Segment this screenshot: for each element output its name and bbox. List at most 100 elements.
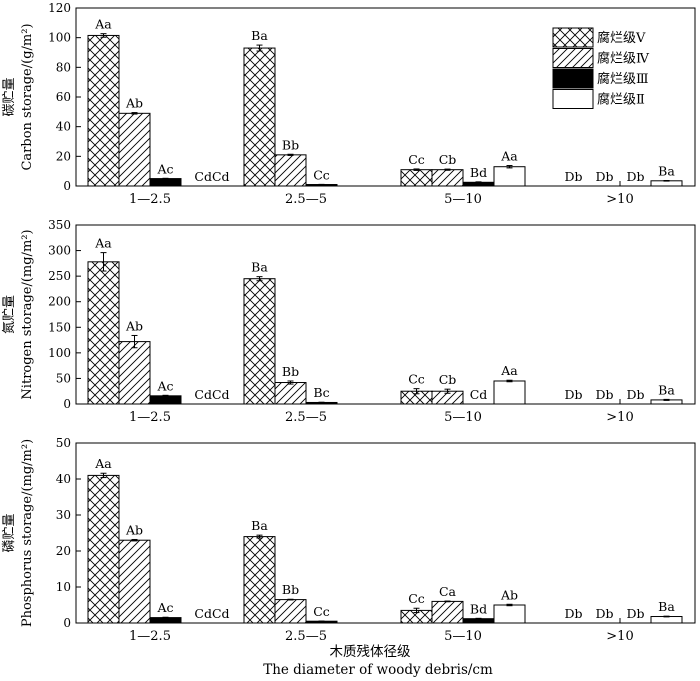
significance-label: Cb [439, 372, 457, 387]
bar [493, 380, 526, 405]
y-tick-label: 20 [56, 544, 71, 558]
bar [274, 154, 307, 187]
significance-label: Db [564, 387, 582, 402]
chart-panel-3: 0 10 20 30 40 50 1—2.5 2.5—5 5—10 >10 Aa Ba Cc Db Ab Bb… [2, 436, 696, 644]
x-tick-label: 5—10 [444, 410, 482, 425]
significance-label: Db [595, 387, 613, 402]
y-axis-title-en: Carbon storage/(g/m²) [20, 23, 35, 170]
significance-label: Ba [251, 518, 268, 533]
y-tick-label: 40 [56, 120, 71, 134]
significance-label: Ac [156, 161, 173, 176]
legend-swatch [552, 48, 594, 68]
significance-label: Ab [125, 318, 143, 333]
x-tick-label: >10 [606, 192, 633, 207]
bar [87, 34, 120, 187]
significance-label: Cc [408, 152, 425, 167]
y-tick-label: 20 [56, 149, 71, 163]
y-tick-label: 300 [48, 244, 71, 258]
plot-frame [75, 224, 696, 405]
y-tick-label: 0 [63, 616, 71, 630]
significance-label: Ab [125, 522, 143, 537]
significance-label: Cd [470, 387, 488, 402]
y-tick-label: 50 [56, 436, 71, 450]
significance-label: Bb [282, 582, 299, 597]
y-tick-label: 250 [48, 269, 71, 283]
significance-label: CdCd [194, 606, 229, 621]
x-tick-label: 5—10 [444, 192, 482, 207]
bar [274, 599, 307, 624]
significance-label: Bd [470, 165, 487, 180]
bar [493, 166, 526, 187]
significance-label: Ab [125, 96, 143, 111]
significance-label: Aa [94, 236, 112, 251]
x-axis-title-cn: 木质残体径级 [330, 644, 411, 660]
significance-label: Ba [251, 260, 268, 275]
significance-label: Aa [94, 456, 112, 471]
legend-label: 腐烂级Ⅱ [597, 93, 645, 108]
x-tick-label: 5—10 [444, 629, 482, 644]
y-tick-label: 0 [63, 397, 71, 411]
x-tick-label: >10 [606, 629, 633, 644]
bar [243, 536, 276, 624]
significance-label: Db [595, 169, 613, 184]
significance-label: Cc [408, 372, 425, 387]
significance-label: Ba [658, 382, 675, 397]
bar [149, 178, 182, 187]
bar [118, 341, 151, 405]
significance-label: Ab [500, 587, 518, 602]
significance-label: Bc [313, 385, 329, 400]
y-axis-title-en: Phosphorus storage/(mg/m²) [20, 439, 35, 627]
legend-label: 腐烂级Ⅴ [597, 31, 646, 46]
bar [243, 47, 276, 187]
significance-label: Cc [408, 591, 425, 606]
bar [400, 169, 433, 187]
significance-label: Db [564, 606, 582, 621]
bar [493, 604, 526, 624]
significance-label: CdCd [194, 387, 229, 402]
significance-label: Db [626, 387, 644, 402]
bar [431, 600, 464, 624]
significance-label: Db [564, 169, 582, 184]
y-tick-label: 150 [48, 320, 71, 334]
significance-label: Ac [156, 600, 173, 615]
significance-label: Ba [658, 164, 675, 179]
significance-label: Ca [439, 584, 457, 599]
y-tick-label: 0 [63, 179, 71, 193]
legend-swatch [552, 27, 594, 48]
significance-label: CdCd [194, 169, 229, 184]
bar [87, 261, 120, 405]
y-tick-label: 100 [48, 31, 71, 45]
significance-label: Cc [313, 604, 330, 619]
bar [87, 474, 120, 624]
y-tick-label: 120 [48, 1, 71, 15]
y-axis-title-cn: 碳贮量 [2, 77, 17, 116]
significance-label: Ba [251, 28, 268, 43]
x-tick-label: >10 [606, 410, 633, 425]
significance-label: Ba [658, 599, 675, 614]
x-tick-label: 1—2.5 [129, 192, 171, 207]
y-tick-label: 10 [56, 580, 71, 594]
legend-label: 腐烂级Ⅳ [597, 52, 650, 67]
y-axis-title-cn: 磷贮量 [2, 513, 17, 552]
significance-label: Aa [500, 149, 518, 164]
significance-label: Aa [94, 17, 112, 32]
significance-label: Db [626, 606, 644, 621]
bar [243, 278, 276, 405]
bar [118, 112, 151, 187]
chart-panel-2: 0 50 100 150 200 250 300 350 1—2.5 2.5—5 5—10 >10 Aa… [2, 218, 696, 425]
y-tick-label: 350 [48, 218, 71, 232]
legend-swatch [552, 68, 594, 89]
significance-label: Bd [470, 601, 487, 616]
significance-label: Bb [282, 364, 299, 379]
y-axis-title-cn: 氮贮量 [2, 295, 17, 334]
y-tick-label: 100 [48, 346, 71, 360]
x-tick-label: 2.5—5 [285, 629, 327, 644]
y-tick-label: 30 [56, 508, 71, 522]
x-axis-title-en: The diameter of woody debris/cm [263, 662, 493, 678]
y-tick-label: 80 [56, 60, 71, 74]
y-axis-title-en: Nitrogen storage/(mg/m²) [20, 229, 35, 399]
x-tick-label: 2.5—5 [285, 192, 327, 207]
x-tick-label: 2.5—5 [285, 410, 327, 425]
significance-label: Db [595, 606, 613, 621]
